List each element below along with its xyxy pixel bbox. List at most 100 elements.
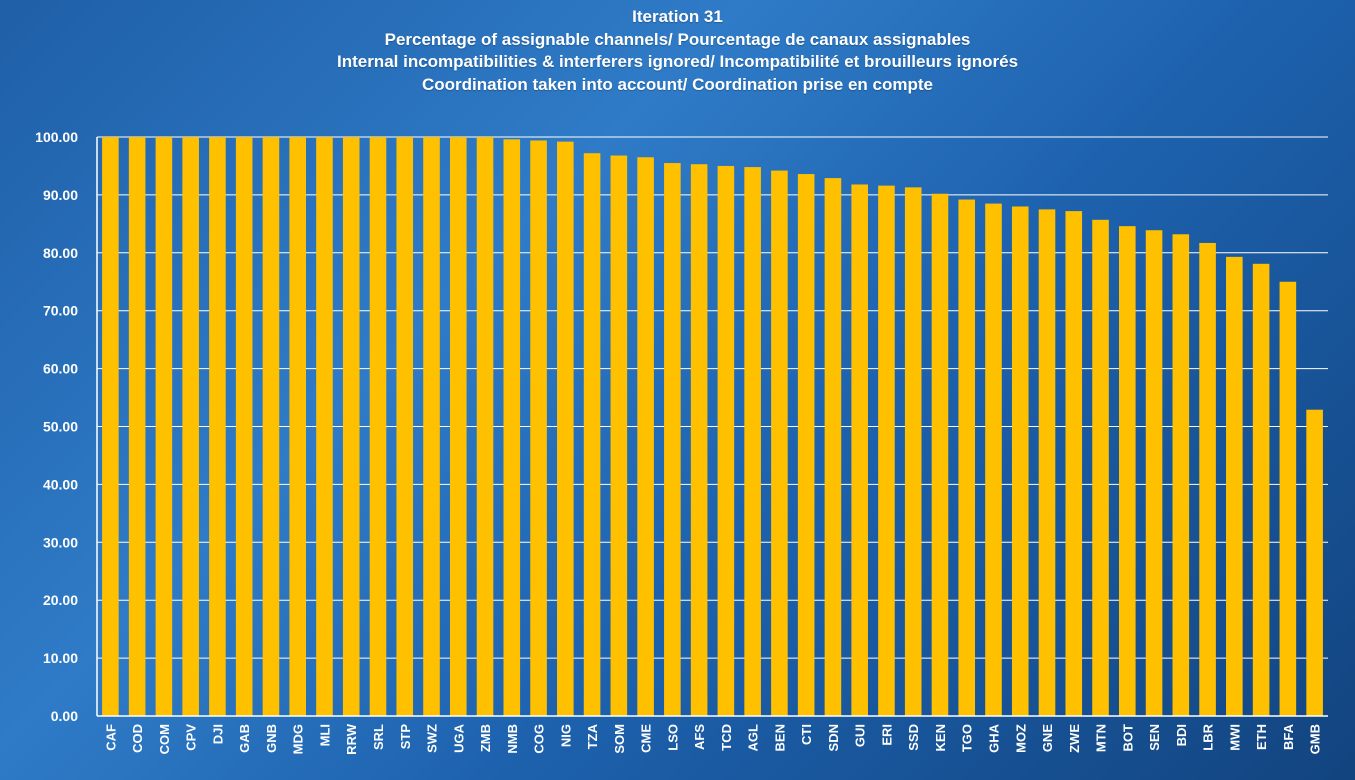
bar-cpv xyxy=(182,137,199,716)
bar-gne xyxy=(1038,209,1056,716)
bar-tgo xyxy=(958,199,976,717)
chart-title: Iteration 31 xyxy=(632,7,723,26)
bar-gab xyxy=(235,137,253,716)
bar-com xyxy=(155,137,173,716)
x-tick-label: COG xyxy=(532,724,547,754)
bar-nig xyxy=(557,141,574,716)
x-tick-label: MWI xyxy=(1227,724,1242,751)
bar-bfa xyxy=(1279,281,1297,716)
x-tick-label: CPV xyxy=(184,724,199,751)
x-tick-label: UGA xyxy=(451,723,466,753)
bar-swz xyxy=(423,137,440,716)
bar-mwi xyxy=(1226,256,1243,716)
bar-nmb xyxy=(503,139,521,717)
bar-ben xyxy=(771,170,788,716)
chart-subtitle-3: Coordination taken into account/ Coordin… xyxy=(422,74,933,94)
x-tick-label: STP xyxy=(398,724,413,750)
bar-cti xyxy=(797,174,815,716)
x-tick-label: NIG xyxy=(558,724,573,747)
x-tick-label: DJI xyxy=(210,724,225,744)
x-tick-label: AFS xyxy=(692,724,707,750)
y-tick-label: 50.00 xyxy=(43,419,78,435)
x-tick-label: GUI xyxy=(853,724,868,747)
x-tick-label: CTI xyxy=(799,724,814,745)
bar-uga xyxy=(449,137,467,716)
chart-subtitle-2: Internal incompatibilities & interferers… xyxy=(336,52,1019,71)
bar-ssd xyxy=(904,187,922,717)
bar-ken xyxy=(931,193,949,716)
y-tick-label: 60.00 xyxy=(43,361,78,377)
bar-eth xyxy=(1252,263,1270,716)
bar-gmb xyxy=(1306,409,1323,716)
x-tick-label: GNE xyxy=(1040,724,1055,753)
y-tick-label: 40.00 xyxy=(43,476,78,492)
x-tick-label: MOZ xyxy=(1013,724,1028,753)
x-tick-label: BFA xyxy=(1281,723,1296,750)
x-tick-label: BEN xyxy=(772,724,787,751)
y-tick-label: 90.00 xyxy=(43,187,78,203)
bar-sdn xyxy=(824,178,842,716)
bar-mtn xyxy=(1092,219,1109,716)
bar-afs xyxy=(690,164,708,716)
x-tick-label: ZMB xyxy=(478,724,493,752)
y-tick-label: 0.00 xyxy=(51,708,78,724)
x-tick-label: LSO xyxy=(665,724,680,751)
y-tick-label: 20.00 xyxy=(43,592,78,608)
bar-zwe xyxy=(1065,211,1083,716)
x-tick-label: GHA xyxy=(986,723,1001,753)
x-tick-label: CME xyxy=(639,724,654,753)
bar-cod xyxy=(128,137,146,716)
bar-mli xyxy=(316,137,333,716)
bar-tcd xyxy=(717,165,735,716)
x-tick-label: MTN xyxy=(1094,724,1109,752)
bar-cme xyxy=(637,157,654,716)
x-tick-label: ETH xyxy=(1254,724,1269,750)
x-tick-label: NMB xyxy=(505,724,520,754)
bar-moz xyxy=(1011,206,1029,717)
x-tick-label: SWZ xyxy=(425,724,440,753)
bar-bdi xyxy=(1172,234,1190,716)
x-tick-label: LBR xyxy=(1201,723,1216,750)
bar-gnb xyxy=(262,137,280,716)
x-tick-label: SEN xyxy=(1147,724,1162,751)
x-tick-label: COD xyxy=(130,724,145,753)
y-tick-label: 100.00 xyxy=(35,129,78,145)
bar-mdg xyxy=(289,137,307,716)
bar-agl xyxy=(744,167,761,716)
x-tick-label: SDN xyxy=(826,724,841,751)
chart-subtitle-1: Percentage of assignable channels/ Pourc… xyxy=(384,29,971,49)
bar-zmb xyxy=(476,137,494,716)
bar-stp xyxy=(396,137,414,716)
bar-sen xyxy=(1145,230,1163,716)
bar-rrw xyxy=(342,137,360,716)
bar-lbr xyxy=(1199,242,1216,716)
x-tick-label: SSD xyxy=(906,724,921,751)
x-tick-label: ERI xyxy=(879,724,894,746)
x-tick-label: ZWE xyxy=(1067,724,1082,753)
x-tick-label: AGL xyxy=(746,724,761,752)
x-tick-label: MDG xyxy=(291,724,306,754)
x-tick-label: GNB xyxy=(264,724,279,753)
bar-lso xyxy=(664,163,681,716)
x-tick-label: RRW xyxy=(344,723,359,755)
bar-tza xyxy=(583,153,601,716)
x-tick-label: SRL xyxy=(371,724,386,750)
bar-gui xyxy=(851,184,868,716)
x-tick-label: GAB xyxy=(237,724,252,753)
x-tick-label: TCD xyxy=(719,724,734,751)
x-tick-label: BDI xyxy=(1174,724,1189,746)
bar-caf xyxy=(102,137,119,716)
bar-bot xyxy=(1118,226,1136,716)
x-tick-label: COM xyxy=(157,724,172,754)
x-tick-label: GMB xyxy=(1308,724,1323,754)
x-tick-label: KEN xyxy=(933,724,948,751)
bar-srl xyxy=(369,137,387,716)
y-tick-label: 70.00 xyxy=(43,303,78,319)
y-tick-label: 80.00 xyxy=(43,245,78,261)
bar-som xyxy=(610,155,628,716)
y-tick-label: 10.00 xyxy=(43,650,78,666)
y-tick-label: 30.00 xyxy=(43,534,78,550)
bar-eri xyxy=(878,185,895,717)
x-tick-label: MLI xyxy=(317,724,332,746)
